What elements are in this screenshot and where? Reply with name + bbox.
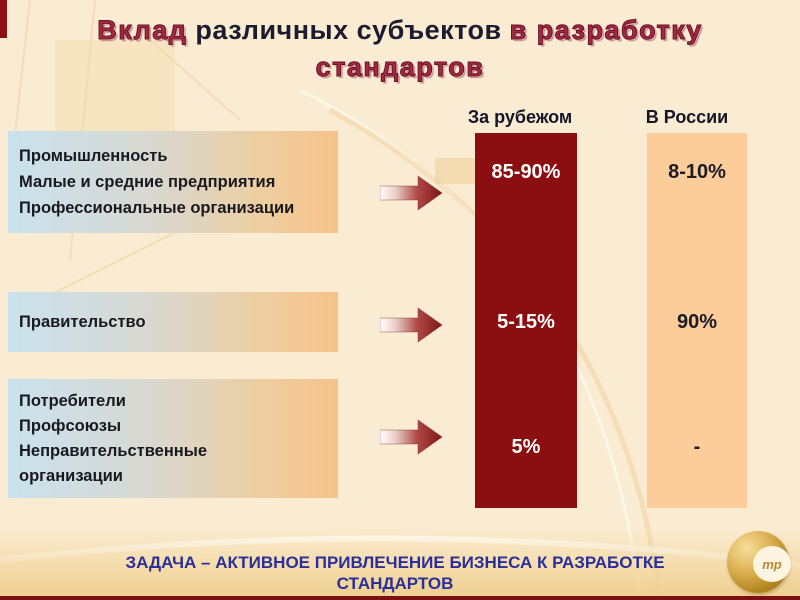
slide-title: Вклад различных субъектов в разработку с… (30, 12, 770, 86)
arrow-right-icon (380, 419, 443, 455)
group-box-industry: Промышленность Малые и средние предприят… (8, 131, 338, 233)
abroad-value-government: 5-15% (497, 311, 555, 333)
title-word-deco-2: в разработку (509, 15, 703, 46)
arrow-right-icon (380, 307, 443, 343)
top-left-accent-bar (0, 0, 7, 38)
column-header-russia: В России (645, 107, 729, 127)
logo-letters: тр (753, 546, 791, 582)
bottom-gradient-band (0, 528, 800, 600)
footer-task-text: ЗАДАЧА – АКТИВНОЕ ПРИВЛЕЧЕНИЕ БИЗНЕСА К … (125, 553, 665, 593)
russia-value-industry: 8-10% (668, 161, 726, 183)
abroad-value-industry: 85-90% (491, 161, 561, 183)
group-line: Профессиональные организации (19, 199, 295, 217)
abroad-column: 85-90% 5-15% 5% (475, 133, 577, 508)
title-line2: стандартов (315, 52, 485, 83)
group-box-consumers: Потребители Профсоюзы Неправительственны… (8, 379, 338, 498)
russia-value-government: 90% (676, 311, 718, 333)
group-line: Промышленность (19, 147, 168, 165)
standards-logo: тр (727, 531, 793, 595)
title-middle-text: различных субъектов (187, 15, 510, 45)
column-header-abroad: За рубежом (467, 107, 573, 127)
group-line: Малые и средние предприятия (19, 173, 276, 191)
russia-value-consumers: - (693, 436, 701, 458)
abroad-value-consumers: 5% (511, 436, 541, 458)
group-line: организации (19, 466, 123, 485)
group-line: Правительство (19, 313, 146, 331)
arrow-right-icon (380, 175, 443, 211)
bottom-accent-line (0, 596, 800, 600)
russia-column: 8-10% 90% - (647, 133, 747, 508)
group-line: Неправительственные (19, 441, 208, 460)
group-box-government: Правительство (8, 292, 338, 352)
title-word-deco-1: Вклад (97, 15, 188, 46)
group-line: Потребители (19, 391, 126, 410)
group-line: Профсоюзы (19, 416, 122, 435)
